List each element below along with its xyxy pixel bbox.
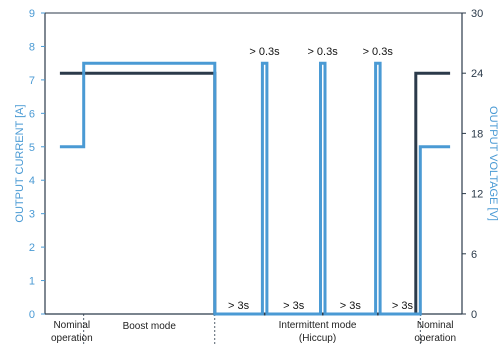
right-tick-label: 18: [471, 128, 483, 140]
region-label: (Hiccup): [299, 333, 336, 344]
left-tick-label: 7: [29, 75, 35, 87]
region-label: Boost mode: [123, 321, 177, 332]
series-layer: [59, 61, 451, 316]
left-tick-label: 8: [29, 41, 35, 53]
right-tick-label: 30: [471, 8, 483, 20]
pulse-duration-label: > 0.3s: [249, 46, 280, 58]
left-tick-label: 2: [29, 242, 35, 254]
off-duration-label: > 3s: [392, 300, 414, 312]
off-duration-label: > 3s: [228, 300, 250, 312]
region-label: Intermittent mode: [279, 320, 357, 331]
left-tick-label: 5: [29, 142, 35, 154]
region-label: operation: [51, 333, 93, 344]
off-duration-label: > 3s: [283, 300, 305, 312]
right-tick-label: 24: [471, 68, 483, 80]
left-tick-label: 6: [29, 108, 35, 120]
right-tick-label: 6: [471, 249, 477, 261]
left-tick-label: 3: [29, 209, 35, 221]
left-tick-label: 4: [29, 175, 35, 187]
region-label: Nominal: [417, 320, 454, 331]
left-tick-label: 1: [29, 276, 35, 288]
pulse-duration-label: > 0.3s: [363, 46, 394, 58]
right-axis-title: OUTPUT VOLTAGE [V]: [487, 106, 499, 221]
region-label: Nominal: [53, 320, 90, 331]
region-label: operation: [414, 333, 456, 344]
voltage-series-line: [59, 71, 451, 316]
left-tick-label: 0: [29, 309, 35, 321]
off-duration-label: > 3s: [340, 300, 362, 312]
pulse-duration-label: > 0.3s: [307, 46, 338, 58]
left-tick-label: 9: [29, 8, 35, 20]
left-axis-title: OUTPUT CURRENT [A]: [14, 104, 26, 222]
right-tick-label: 12: [471, 189, 483, 201]
right-tick-label: 0: [471, 309, 477, 321]
current-series-line: [59, 61, 451, 316]
